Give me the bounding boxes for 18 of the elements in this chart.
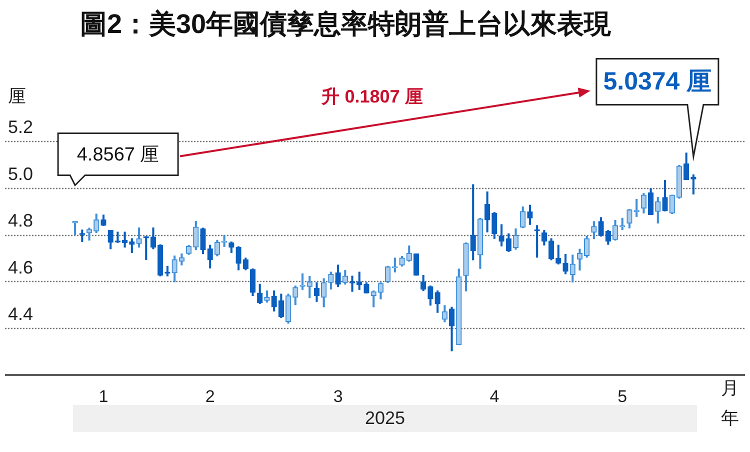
y-tick-label: 5.0	[8, 164, 34, 184]
x-tick-label: 3	[333, 386, 343, 406]
annotation: 4.8567 厘	[76, 144, 160, 166]
x-tick-label: 5	[618, 386, 628, 406]
y-tick-label: 4.6	[8, 257, 34, 278]
y-tick-label: 5.2	[8, 116, 34, 137]
x-tick-label: 4	[490, 386, 500, 406]
chart-title: 圖2：美30年國債孳息率特朗普上台以來表現	[80, 8, 612, 41]
text: 升 0.1807 厘	[320, 86, 423, 106]
y-tick-label: 4.8	[8, 210, 34, 231]
text: 月	[721, 378, 739, 398]
y-axis-title: 厘	[8, 86, 26, 106]
text: 年	[721, 408, 739, 428]
text: 5.0374 厘	[603, 68, 712, 96]
x-tick-label: 1	[98, 386, 108, 406]
x-axis-title: 2025	[364, 408, 406, 428]
y-tick-label: 4.4	[8, 304, 34, 324]
x-tick-label: 2	[205, 386, 215, 406]
